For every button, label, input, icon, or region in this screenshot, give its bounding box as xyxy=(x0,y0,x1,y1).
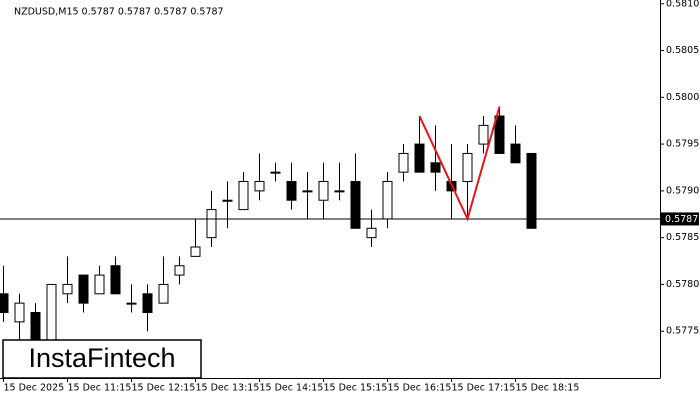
candle-body xyxy=(62,283,73,295)
x-tick-label: 15 Dec 17:15 xyxy=(452,383,516,394)
y-tick-label: 0.5795 xyxy=(666,139,699,150)
candle-body xyxy=(478,124,489,145)
candle-body xyxy=(238,181,249,211)
candle-body xyxy=(14,302,25,323)
candle-body xyxy=(78,274,89,304)
candle-body xyxy=(526,152,537,229)
candle-body xyxy=(302,190,313,193)
candle-body xyxy=(462,152,473,183)
candle-body xyxy=(94,274,105,295)
candle-body xyxy=(398,152,409,173)
brand-logo: InstaFintech xyxy=(28,343,175,373)
x-tick-label: 15 Dec 12:15 xyxy=(132,383,196,394)
candle-body xyxy=(494,115,505,154)
y-tick-label: 0.5805 xyxy=(666,45,699,56)
x-tick-label: 15 Dec 15:15 xyxy=(324,383,388,394)
candle-body xyxy=(142,293,153,314)
candle-body xyxy=(414,143,425,173)
y-tick-label: 0.5775 xyxy=(666,326,699,337)
y-tick-label: 0.5800 xyxy=(666,92,699,103)
candle-body xyxy=(110,265,121,295)
candle-body xyxy=(350,181,361,229)
candle-body xyxy=(318,181,329,201)
x-tick-label: 15 Dec 2025 xyxy=(4,383,65,394)
x-tick-label: 15 Dec 16:15 xyxy=(388,383,452,394)
candle-body xyxy=(366,227,377,239)
y-tick-label: 0.5780 xyxy=(666,279,699,290)
candle-body xyxy=(222,199,233,202)
pattern-line xyxy=(418,106,501,222)
x-tick-label: 15 Dec 14:15 xyxy=(260,383,324,394)
y-tick-label: 0.5810 xyxy=(666,0,699,9)
candle-body xyxy=(254,181,265,192)
candle-body xyxy=(430,162,441,173)
x-tick-label: 15 Dec 18:15 xyxy=(516,383,580,394)
candle-body xyxy=(190,246,201,257)
candle-body xyxy=(0,293,9,314)
candle-body xyxy=(126,302,137,305)
y-tick-label: 0.5785 xyxy=(666,232,699,243)
x-tick-label: 15 Dec 13:15 xyxy=(196,383,260,394)
brand-box xyxy=(2,339,202,379)
candle-body xyxy=(334,190,345,193)
price-label-box xyxy=(661,212,699,226)
candle-body xyxy=(158,283,169,304)
candle-body xyxy=(286,181,297,201)
candle-body xyxy=(270,171,281,174)
candle-body xyxy=(382,181,393,220)
y-tick-label: 0.5790 xyxy=(666,185,699,196)
candle-body xyxy=(46,283,57,346)
chart-title: NZDUSD,M15 0.5787 0.5787 0.5787 0.5787 xyxy=(14,7,224,18)
x-tick-label: 15 Dec 11:15 xyxy=(68,383,132,394)
candle-body xyxy=(174,265,185,276)
price-label: 0.5787 xyxy=(665,214,698,225)
candle-body xyxy=(206,209,217,239)
candle-body xyxy=(510,143,521,164)
